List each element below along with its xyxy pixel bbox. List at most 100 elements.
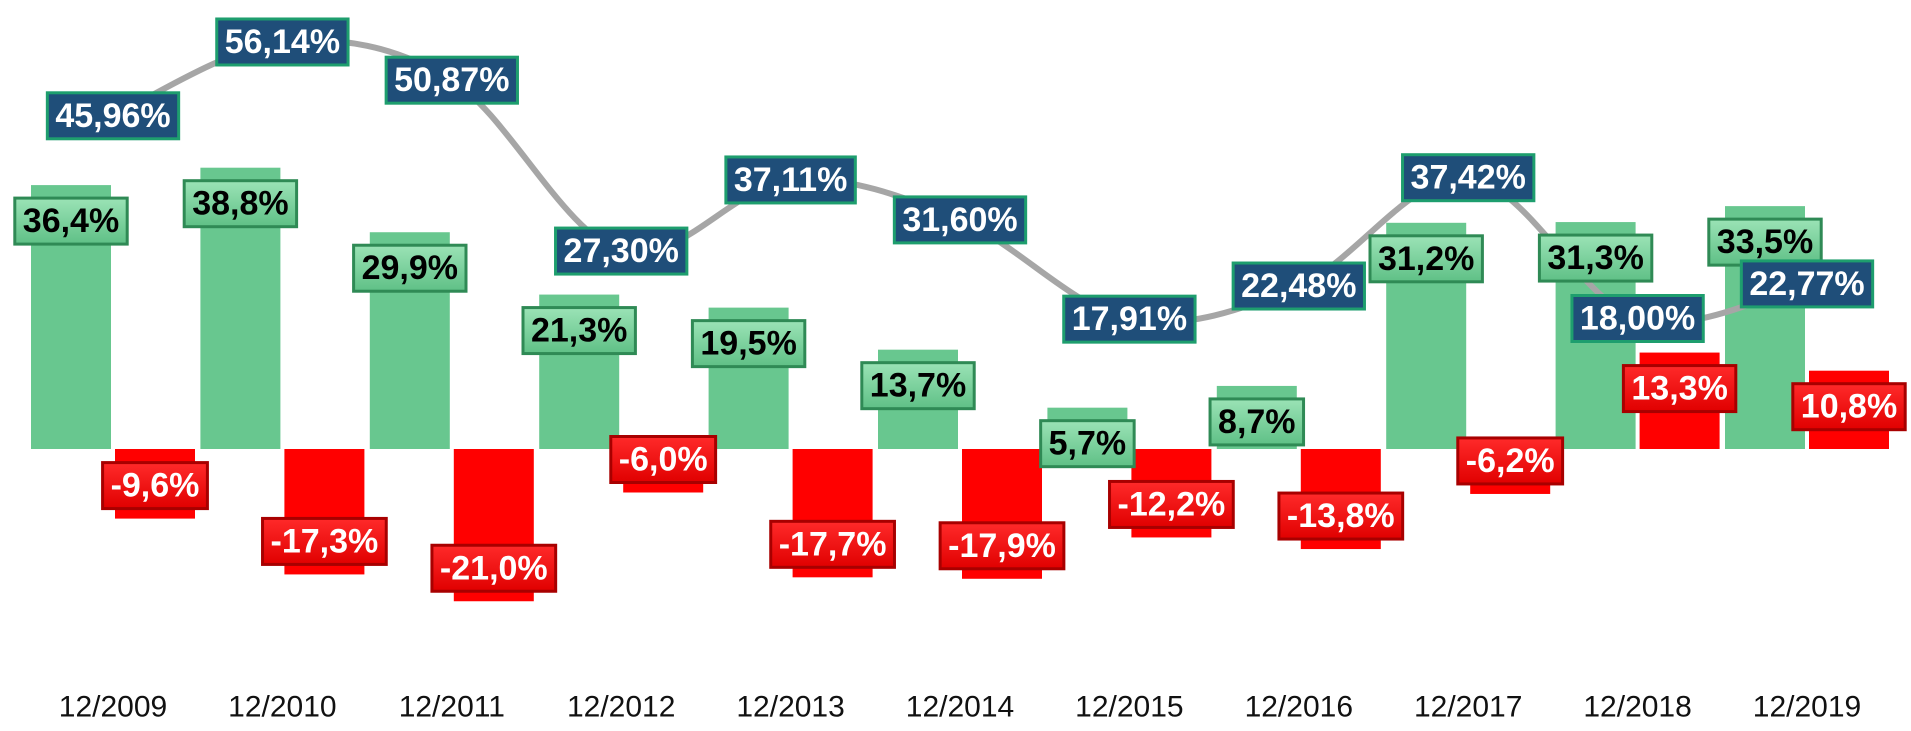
line-label: 17,91%: [1062, 294, 1197, 344]
bar-label-box: [1368, 234, 1484, 284]
bar-label-box: [1791, 382, 1907, 432]
bar-label-box: [1537, 233, 1654, 283]
bar-label: -17,9%: [938, 521, 1066, 571]
bar-label-box: [1456, 436, 1565, 486]
bar-label-box: [1039, 419, 1136, 469]
x-tick-label: 12/2015: [1075, 691, 1183, 724]
bar-label-text: -6,2%: [1466, 442, 1555, 480]
bar-label: 29,9%: [352, 243, 468, 293]
line-label: 27,30%: [554, 226, 689, 276]
line-label-text: 37,42%: [1411, 159, 1526, 197]
line-label-text: 37,11%: [734, 161, 847, 199]
bar-label: 8,7%: [1208, 397, 1306, 447]
bar-label-text: -9,6%: [111, 467, 200, 505]
bar-label: -6,0%: [609, 435, 718, 484]
bar-label: 13,7%: [860, 361, 976, 411]
line-label-box: [724, 155, 857, 205]
bar-label: 5,7%: [1039, 419, 1136, 469]
bar-label: 13,3%: [1621, 364, 1738, 414]
line-label: 22,48%: [1231, 261, 1366, 311]
line-label-box: [1739, 259, 1875, 309]
bar-label-text: 33,5%: [1717, 223, 1813, 261]
bar-label-text: -6,0%: [619, 441, 708, 479]
line-label: 37,42%: [1401, 153, 1536, 203]
bar-label-box: [101, 461, 209, 511]
bar-label: 33,5%: [1707, 217, 1823, 267]
x-tick-label: 12/2010: [228, 691, 336, 724]
bar-label-box: [261, 516, 388, 566]
bar-label: -17,3%: [261, 516, 388, 566]
bar-label: -13,8%: [1277, 491, 1405, 541]
x-tick-label: 12/2016: [1245, 691, 1353, 724]
bar-label-box: [182, 179, 299, 229]
bar-label-box: [1277, 491, 1405, 541]
bar-label: -17,7%: [769, 519, 896, 569]
bar-label-box: [690, 319, 807, 369]
line-label-box: [384, 55, 519, 105]
bar-label-text: 38,8%: [192, 185, 288, 223]
x-tick-label: 12/2013: [736, 691, 844, 724]
line-label: 22,77%: [1739, 259, 1875, 309]
bar-label-box: [860, 361, 976, 411]
x-tick-label: 12/2011: [399, 691, 505, 724]
line-label: 45,96%: [45, 91, 181, 141]
bar-label-text: -13,8%: [1287, 497, 1395, 535]
bar-label-text: -17,7%: [779, 525, 887, 563]
bar-label: 36,4%: [13, 196, 129, 246]
line-label-box: [1570, 294, 1705, 343]
line-label: 37,11%: [724, 155, 857, 205]
line-label-text: 50,87%: [394, 61, 509, 99]
bar-label-box: [1108, 479, 1235, 529]
bar-labels: 36,4% 38,8% 29,9% 21,3% 19,5% 13,7% 5,7% 8,7% 31…: [13, 179, 1907, 593]
line-label-box: [554, 226, 689, 276]
line-label-box: [215, 17, 350, 67]
bar-label-text: 10,8%: [1801, 388, 1897, 426]
line-label-box: [45, 91, 181, 141]
bar-label-box: [1208, 397, 1306, 447]
bar-label: -12,2%: [1108, 479, 1235, 529]
line-labels: 45,96% 56,14% 50,87% 27,30% 37,11% 31,60% 17,9…: [45, 17, 1875, 344]
x-tick-label: 12/2017: [1414, 691, 1522, 724]
bar-label-box: [430, 543, 558, 593]
bar-label-box: [1707, 217, 1823, 267]
bar-label: -6,2%: [1456, 436, 1565, 486]
bar-label-box: [1621, 364, 1738, 414]
line-label-text: 45,96%: [55, 97, 170, 135]
bar-label: 38,8%: [182, 179, 299, 229]
bar-label-text: 13,7%: [870, 367, 966, 405]
bar-label-text: -21,0%: [440, 549, 548, 587]
x-tick-label: 12/2019: [1753, 691, 1861, 724]
bar-label-box: [938, 521, 1066, 571]
bar-label-box: [769, 519, 896, 569]
bar-label: -21,0%: [430, 543, 558, 593]
x-axis: 12/2009 12/2010 12/2011 12/2012 12/2013 12/20…: [59, 691, 1861, 724]
line-label-text: 22,48%: [1241, 267, 1356, 305]
bar-label-box: [13, 196, 129, 246]
line-label-text: 18,00%: [1580, 300, 1695, 338]
x-tick-label: 12/2009: [59, 691, 167, 724]
bar-label: 31,3%: [1537, 233, 1654, 283]
bar-label-text: 36,4%: [23, 202, 119, 240]
bar-label-box: [352, 243, 468, 293]
line-label-text: 31,60%: [902, 201, 1017, 239]
line-label-text: 17,91%: [1072, 300, 1187, 338]
bar-label-text: 8,7%: [1218, 403, 1296, 441]
bar-label-box: [521, 306, 637, 356]
line-label-box: [1062, 294, 1197, 344]
x-tick-label: 12/2018: [1583, 691, 1691, 724]
bar-label-text: 31,2%: [1378, 240, 1474, 278]
bar-label: 21,3%: [521, 306, 637, 356]
line-label-text: 56,14%: [225, 23, 340, 61]
bar-label-text: -12,2%: [1118, 485, 1226, 523]
bar-label: 19,5%: [690, 319, 807, 369]
line-label: 56,14%: [215, 17, 350, 67]
bar-label: 10,8%: [1791, 382, 1907, 432]
line-label-box: [1231, 261, 1366, 311]
line-label-text: 27,30%: [564, 232, 679, 270]
bar-label-box: [609, 435, 718, 484]
line-label-text: 22,77%: [1749, 265, 1864, 303]
bar-label-text: 29,9%: [362, 249, 458, 287]
line-label: 31,60%: [892, 195, 1028, 245]
